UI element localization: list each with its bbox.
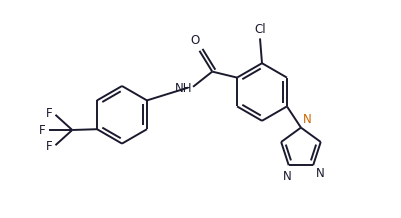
- Text: N: N: [315, 167, 324, 180]
- Text: O: O: [190, 34, 199, 47]
- Text: N: N: [302, 113, 310, 126]
- Text: F: F: [38, 124, 45, 136]
- Text: Cl: Cl: [253, 23, 265, 36]
- Text: N: N: [282, 170, 291, 183]
- Text: NH: NH: [174, 82, 192, 95]
- Text: F: F: [46, 107, 53, 120]
- Text: F: F: [46, 140, 53, 153]
